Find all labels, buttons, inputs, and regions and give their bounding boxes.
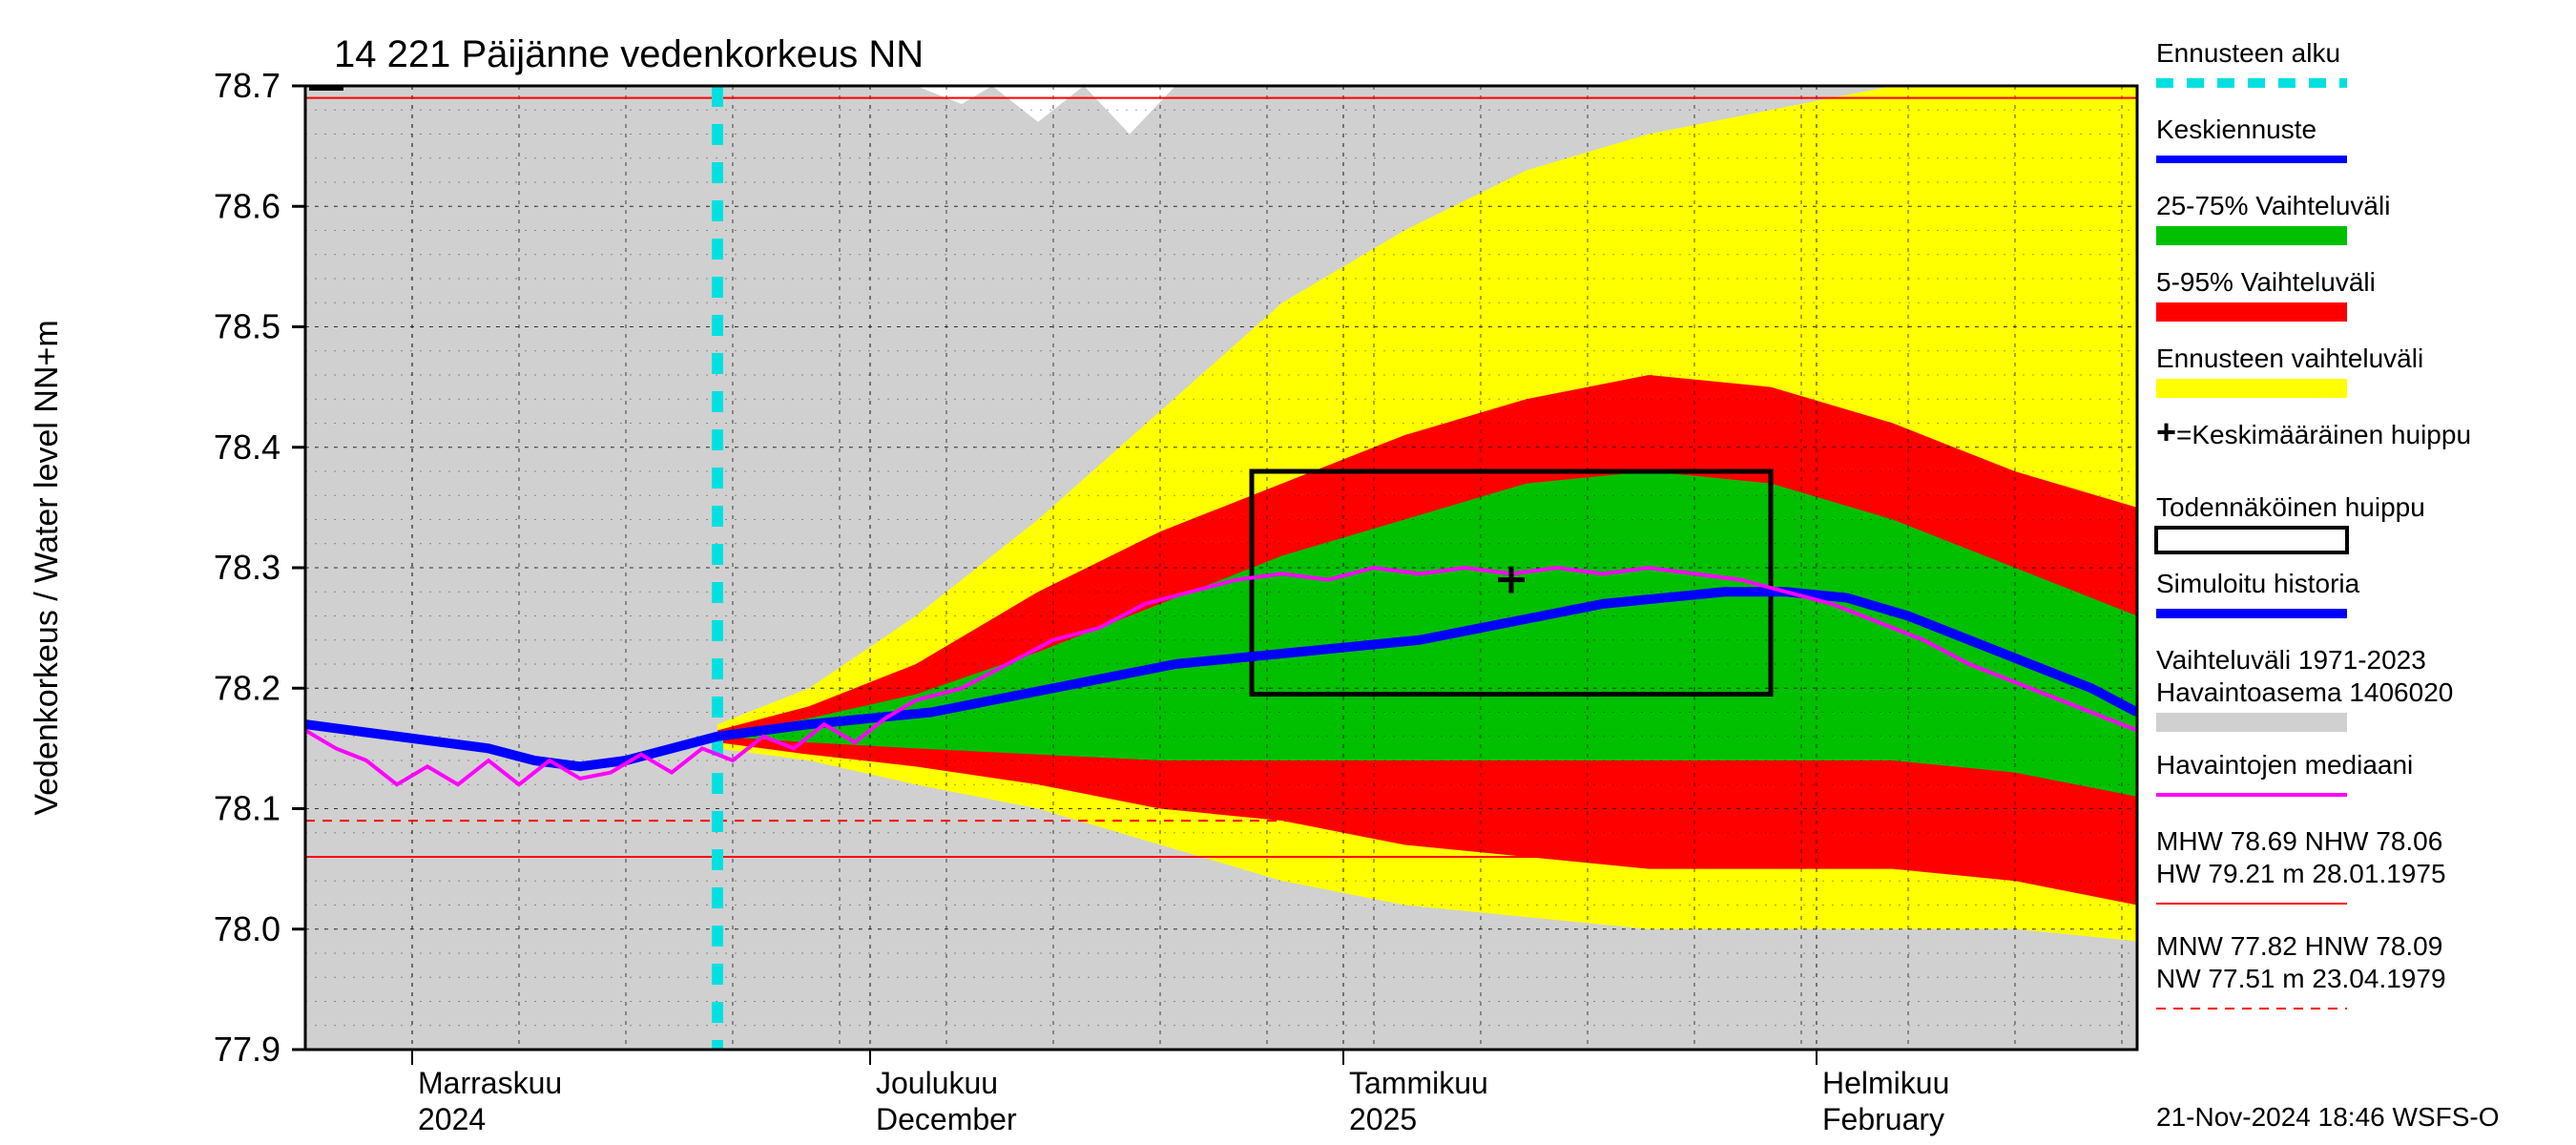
x-month-label-fi: Joulukuu (876, 1066, 998, 1100)
legend-box (2156, 528, 2347, 552)
legend-label-line2: NW 77.51 m 23.04.1979 (2156, 964, 2446, 993)
legend-label: 25-75% Vaihteluväli (2156, 191, 2390, 220)
legend-label: Ennusteen vaihteluväli (2156, 344, 2423, 373)
legend-label: Todennäköinen huippu (2156, 492, 2425, 522)
y-tick-label: 78.2 (214, 668, 280, 707)
legend-label-line2: HW 79.21 m 28.01.1975 (2156, 859, 2446, 888)
water-level-chart: 77.9 78.0 78.1 78.2 78.3 78.4 78.5 78.6 78.7 Vede… (0, 0, 2576, 1145)
legend-label: MHW 78.69 NHW 78.06 (2156, 826, 2442, 856)
x-month-label-en: 2024 (418, 1102, 486, 1136)
footer-timestamp: 21-Nov-2024 18:46 WSFS-O (2156, 1102, 2500, 1132)
legend-swatch (2156, 713, 2347, 732)
legend-label: 5-95% Vaihteluväli (2156, 267, 2376, 297)
x-month-label-en: December (876, 1102, 1017, 1136)
x-month-label-fi: Tammikuu (1349, 1066, 1488, 1100)
legend-label: Vaihteluväli 1971-2023 (2156, 645, 2426, 675)
y-tick-label: 78.6 (214, 186, 280, 225)
x-month-label-en: 2025 (1349, 1102, 1417, 1136)
y-tick-label: 77.9 (214, 1030, 280, 1069)
legend-label-line2: Havaintoasema 1406020 (2156, 677, 2453, 707)
y-tick-label: 78.3 (214, 548, 280, 587)
y-tick-label: 78.4 (214, 427, 280, 467)
legend-swatch (2156, 379, 2347, 398)
legend-swatch (2156, 302, 2347, 322)
y-tick-label: 78.7 (214, 66, 280, 105)
x-month-label-en: February (1822, 1102, 1944, 1136)
legend-label: Simuloitu historia (2156, 569, 2360, 598)
x-month-label-fi: Marraskuu (418, 1066, 562, 1100)
legend-label: Ennusteen alku (2156, 38, 2340, 68)
x-month-label-fi: Helmikuu (1822, 1066, 1949, 1100)
y-tick-label: 78.1 (214, 789, 280, 828)
legend-label: +=Keskimääräinen huippu (2156, 412, 2471, 451)
y-tick-label: 78.0 (214, 909, 280, 948)
legend-label: MNW 77.82 HNW 78.09 (2156, 931, 2442, 961)
y-axis-title: Vedenkorkeus / Water level NN+m (29, 320, 65, 815)
y-tick-label: 78.5 (214, 307, 280, 346)
legend-swatch (2156, 226, 2347, 245)
legend-label: Keskiennuste (2156, 114, 2316, 144)
legend-label: Havaintojen mediaani (2156, 750, 2413, 780)
chart-title: 14 221 Päijänne vedenkorkeus NN (334, 33, 924, 75)
